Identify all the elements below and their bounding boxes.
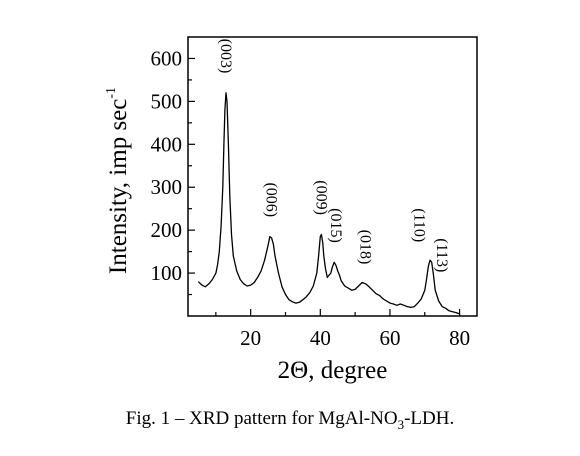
x-tick-label: 80 xyxy=(449,326,470,350)
x-tick-label: 20 xyxy=(240,326,261,350)
plot-border xyxy=(187,36,478,317)
peak-label: (009) xyxy=(312,180,329,215)
y-tick-label: 200 xyxy=(151,218,183,242)
peak-label: (018) xyxy=(357,230,374,265)
y-tick-label: 100 xyxy=(151,261,183,285)
peak-labels: (003) (006) (009)(015) (018) (110) (113) xyxy=(217,39,450,273)
caption-suffix: -LDH. xyxy=(404,408,455,429)
peak-label: (113) xyxy=(433,238,450,272)
caption-subscript: 3 xyxy=(397,416,405,432)
peak-label: (015) xyxy=(327,208,344,243)
y-axis-title-text: Intensity, imp sec xyxy=(105,99,132,274)
x-axis: 20 40 60 80 xyxy=(215,309,470,350)
peak-label: (003) xyxy=(217,39,234,74)
y-axis: 100 200 300 400 500 600 xyxy=(151,46,195,296)
plot-frame xyxy=(187,36,478,317)
peak-label: (110) xyxy=(411,208,428,242)
caption-prefix: Fig. 1 – XRD pattern for MgAl-NO xyxy=(125,408,398,429)
x-tick-label: 60 xyxy=(379,326,400,350)
y-tick-label: 400 xyxy=(151,132,183,156)
peak-label: (006) xyxy=(263,182,280,217)
y-tick-label: 600 xyxy=(151,46,183,70)
y-axis-title-superscript: -1 xyxy=(104,87,119,99)
x-axis-title: 2Θ, degree xyxy=(278,357,388,384)
y-tick-label: 300 xyxy=(151,175,183,199)
figure-caption: Fig. 1 – XRD pattern for MgAl-NO3-LDH. xyxy=(0,408,580,433)
series-layer xyxy=(197,92,460,315)
xrd-series-line xyxy=(197,92,460,315)
y-axis-title: Intensity, imp sec-1 xyxy=(104,87,132,274)
x-tick-label: 40 xyxy=(310,326,331,350)
y-tick-label: 500 xyxy=(151,89,183,113)
